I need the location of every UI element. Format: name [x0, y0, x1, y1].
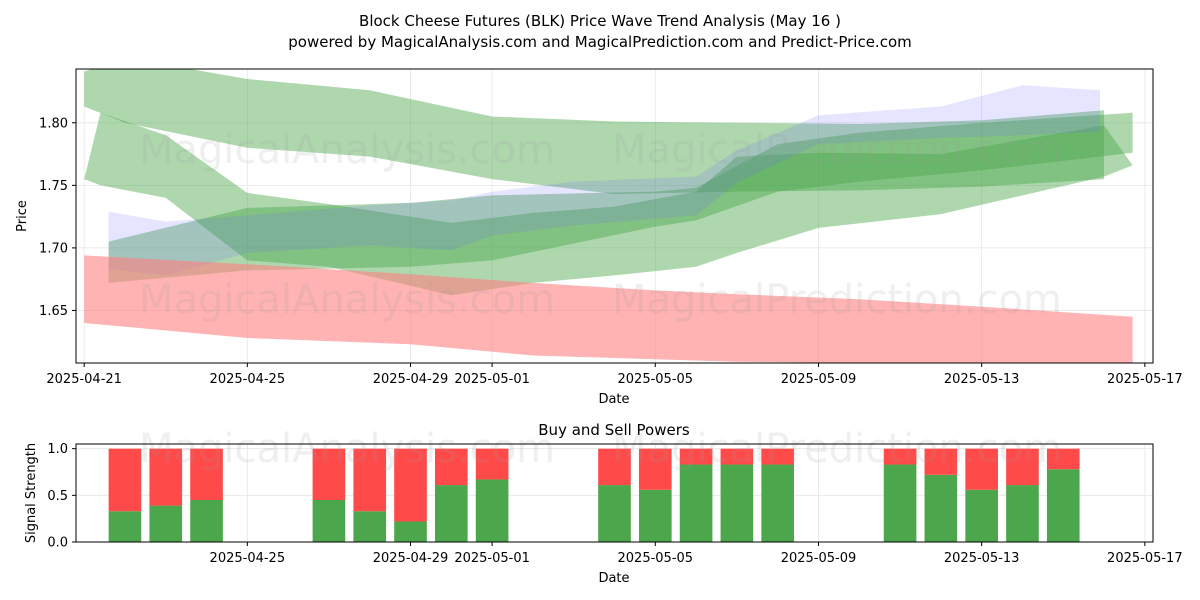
- price-x-tick-label: 2025-04-25: [210, 372, 286, 387]
- sell-bar: [1046, 448, 1080, 470]
- sell-bar: [108, 448, 142, 512]
- signal-bars: [108, 448, 1080, 542]
- buy-bar: [353, 511, 387, 542]
- buy-bar: [394, 521, 427, 542]
- sell-bar: [598, 448, 631, 486]
- buy-bar: [638, 489, 672, 542]
- price-x-tick-label: 2025-04-21: [46, 372, 122, 387]
- watermark-bottom-right: MagicalPrediction.com: [612, 426, 1062, 472]
- signal-x-tick-label: 2025-05-05: [618, 551, 694, 566]
- signal-y-tick-label: 1.0: [47, 442, 68, 457]
- signal-chart-title: Buy and Sell Powers: [538, 421, 690, 439]
- sell-bar: [883, 448, 917, 465]
- price-y-tick-label: 1.75: [39, 179, 68, 194]
- buy-bar: [1006, 485, 1039, 542]
- wave-band-red-4: [84, 255, 1133, 363]
- price-x-tick-label: 2025-05-01: [454, 372, 530, 387]
- watermark-mid-right: MagicalPrediction.com: [612, 277, 1062, 323]
- price-x-ticks: 2025-04-21 2025-04-25 2025-04-29 2025-05-01…: [46, 363, 1183, 387]
- signal-y-tick-label: 0.0: [47, 536, 68, 551]
- buy-bar: [1046, 469, 1080, 542]
- sell-bar: [924, 448, 958, 475]
- price-x-tick-label: 2025-05-13: [944, 372, 1020, 387]
- chart-title: Block Cheese Futures (BLK) Price Wave Tr…: [359, 12, 841, 30]
- signal-plot-frame: [75, 443, 1154, 543]
- sell-bar: [312, 448, 346, 500]
- sell-bar: [353, 448, 387, 512]
- price-x-tick-label: 2025-05-05: [618, 372, 694, 387]
- buy-bar: [312, 500, 346, 542]
- watermark-bottom-left: MagicalAnalysis.com: [139, 426, 555, 472]
- buy-bar: [761, 464, 794, 542]
- price-x-axis-label: Date: [598, 392, 629, 407]
- signal-x-tick-label: 2025-05-09: [781, 551, 857, 566]
- buy-bar: [965, 489, 998, 542]
- sell-bar: [638, 448, 672, 490]
- price-plot-frame: [75, 68, 1154, 364]
- buy-bar: [190, 500, 223, 542]
- price-y-tick-label: 1.70: [39, 241, 68, 256]
- sell-bar: [394, 448, 427, 522]
- chart-subtitle: powered by MagicalAnalysis.com and Magic…: [288, 33, 912, 51]
- price-x-tick-label: 2025-05-17: [1107, 372, 1183, 387]
- sell-bar: [149, 448, 183, 506]
- signal-x-tick-label: 2025-05-17: [1107, 551, 1183, 566]
- sell-bar: [679, 448, 713, 465]
- buy-bar: [435, 485, 468, 542]
- price-wave-bands: [84, 69, 1133, 363]
- signal-x-tick-label: 2025-05-01: [454, 551, 530, 566]
- signal-x-tick-label: 2025-04-29: [373, 551, 449, 566]
- sell-bar: [761, 448, 794, 465]
- signal-y-ticks: 0.0 0.5 1.0: [47, 442, 76, 551]
- wave-band-green-2: [108, 112, 1133, 283]
- sell-bar: [190, 448, 223, 500]
- watermark-top-left: MagicalAnalysis.com: [139, 127, 555, 173]
- price-chart: MagicalAnalysis.com MagicalPrediction.co…: [15, 68, 1183, 407]
- signal-x-axis-label: Date: [598, 571, 629, 586]
- buy-bar: [720, 464, 754, 542]
- price-y-axis-label: Price: [15, 200, 30, 232]
- signal-chart: Buy and Sell Powers MagicalAnalysis.com …: [24, 421, 1183, 586]
- price-y-tick-label: 1.80: [39, 116, 68, 131]
- signal-x-tick-label: 2025-04-25: [210, 551, 286, 566]
- price-x-tick-label: 2025-05-09: [781, 372, 857, 387]
- buy-bar: [679, 464, 713, 542]
- signal-x-ticks: 2025-04-25 2025-04-29 2025-05-01 2025-05-05…: [210, 542, 1183, 566]
- signal-y-tick-label: 0.5: [47, 489, 68, 504]
- signal-x-tick-label: 2025-05-13: [944, 551, 1020, 566]
- price-x-tick-label: 2025-04-29: [373, 372, 449, 387]
- watermark-top-right: MagicalPrediction.com: [612, 127, 1062, 173]
- sell-bar: [435, 448, 468, 486]
- wave-band-green-1: [84, 112, 1133, 296]
- sell-bar: [720, 448, 754, 465]
- price-y-tick-label: 1.65: [39, 304, 68, 319]
- sell-bar: [1006, 448, 1039, 486]
- wave-band-green-0: [84, 69, 1104, 195]
- sell-bar: [965, 448, 998, 490]
- buy-bar: [149, 505, 183, 542]
- buy-bar: [475, 479, 509, 542]
- signal-y-axis-label: Signal Strength: [24, 443, 39, 543]
- sell-bar: [475, 448, 509, 480]
- price-y-ticks: 1.65 1.70 1.75 1.80: [39, 116, 76, 319]
- watermark-mid-left: MagicalAnalysis.com: [139, 277, 555, 323]
- buy-bar: [598, 485, 631, 542]
- buy-bar: [108, 511, 142, 542]
- wave-band-blue-3: [108, 85, 1101, 276]
- buy-bar: [924, 474, 958, 542]
- buy-bar: [883, 464, 917, 542]
